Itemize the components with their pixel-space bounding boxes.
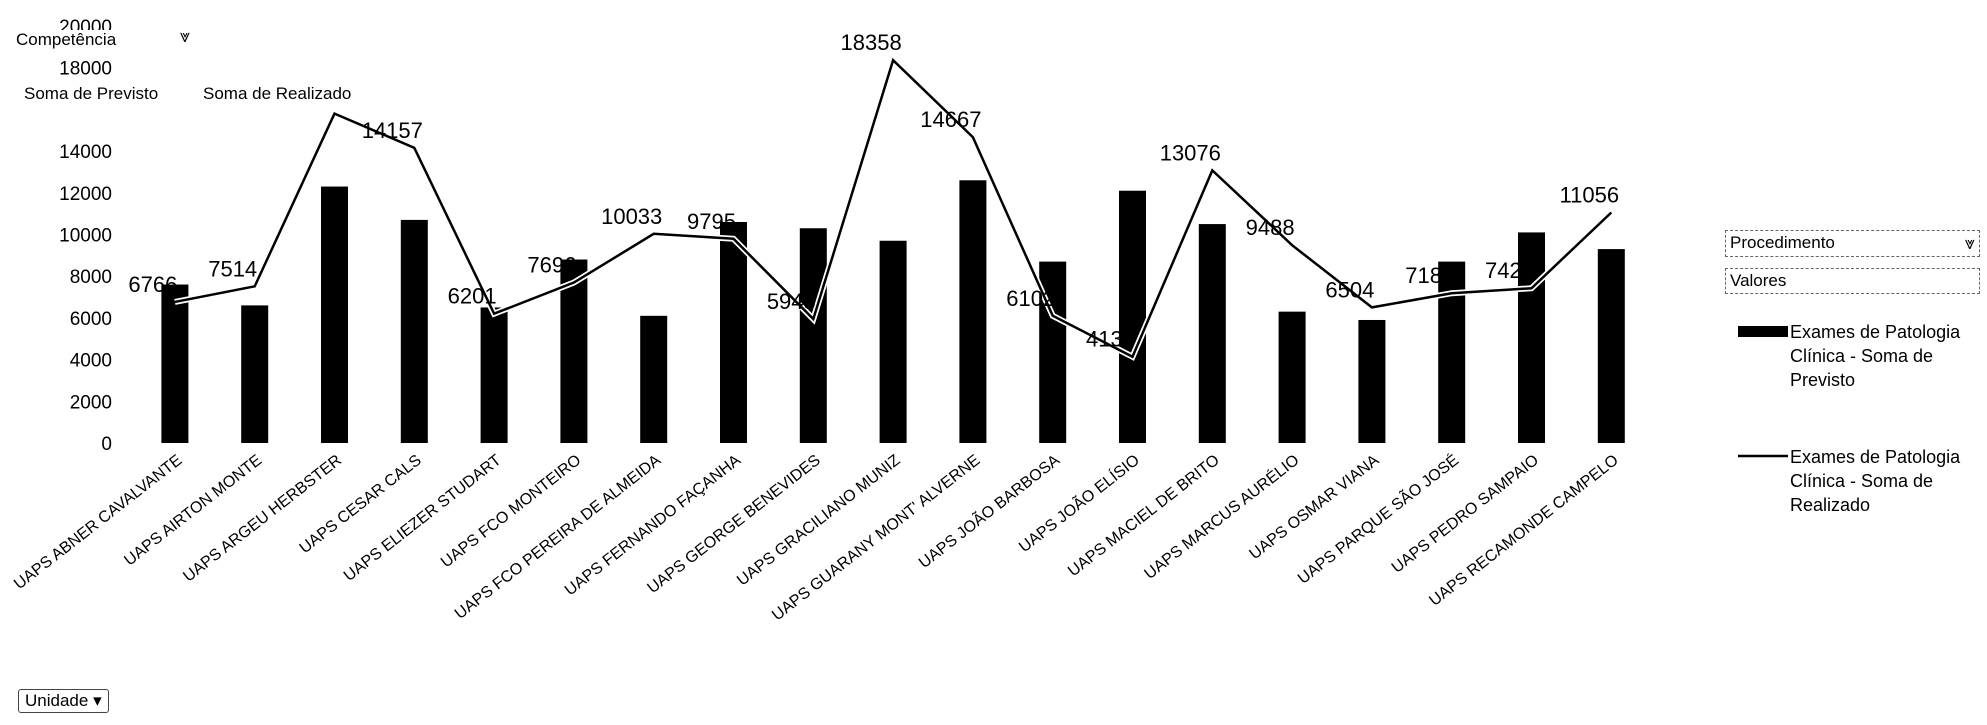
bar (161, 284, 189, 443)
data-label: 14157 (362, 118, 423, 143)
x-tick-label: UAPS PEDRO SAMPAIO (1389, 452, 1542, 577)
procedimento-filter-button[interactable]: Procedimento ⩔ (1725, 230, 1980, 257)
x-tick-label: UAPS FCO MONTEIRO (438, 452, 584, 572)
data-label: 5945 (767, 289, 816, 314)
bar (720, 221, 747, 443)
data-label: 7184 (1405, 263, 1454, 288)
data-label: 10033 (601, 204, 662, 229)
soma-realizado-field[interactable]: Soma de Realizado (203, 84, 351, 104)
x-tick-label: UAPS ELIEZER STUDART (341, 452, 505, 585)
x-tick-label: UAPS PARQUE SÃO JOSÉ (1293, 449, 1462, 587)
y-tick-label: 8000 (70, 267, 112, 288)
soma-previsto-field[interactable]: Soma de Previsto (24, 84, 158, 104)
legend-swatch-previsto (1738, 326, 1788, 337)
data-label: 7696 (527, 253, 576, 278)
soma-previsto-label: Soma de Previsto (24, 84, 159, 103)
data-label: 7423 (1485, 258, 1534, 283)
data-label: 6102 (1006, 286, 1055, 311)
x-tick-label: UAPS AIRTON MONTE (121, 452, 265, 570)
bar (799, 228, 827, 443)
bar (640, 315, 668, 443)
legend-entry-previsto: Exames de Patologia Clínica - Soma de Pr… (1790, 322, 1961, 390)
data-label: 4138 (1086, 327, 1135, 352)
y-tick-label: 4000 (70, 351, 112, 372)
x-tick-label: UAPS MARCUS AURÉLIO (1140, 450, 1302, 583)
series-line (174, 57, 1613, 359)
y-tick-label: 18000 (59, 59, 112, 80)
bar (1438, 261, 1466, 443)
unidade-label: Unidade (25, 691, 89, 710)
filter-icon: ⩔ (1964, 233, 1975, 253)
data-label: 18358 (841, 30, 902, 55)
y-tick-label: 2000 (70, 392, 112, 413)
legend-entry-realizado: Exames de Patologia Clínica - Soma de Re… (1790, 447, 1961, 515)
data-label: 13076 (1160, 140, 1221, 165)
data-label: 6504 (1325, 277, 1374, 302)
dropdown-arrow-icon: ▾ (93, 691, 102, 710)
x-tick-label: UAPS JOÃO BARBOSA (914, 449, 1063, 572)
bar (959, 180, 987, 444)
competencia-filter-button[interactable]: Competência (16, 30, 117, 50)
y-tick-label: 12000 (59, 184, 112, 205)
valores-field[interactable]: Valores (1725, 268, 1980, 294)
x-tick-label: UAPS ARGEU HERBSTER (180, 452, 345, 586)
bar (400, 219, 428, 443)
x-tick-label: UAPS ABNER CAVALVANTE (11, 452, 185, 593)
x-tick-label: UAPS MACIEL DE BRITO (1065, 452, 1223, 580)
bar (560, 259, 588, 443)
data-label: 6201 (448, 284, 497, 309)
bar (879, 240, 907, 443)
bar (1597, 249, 1625, 443)
data-label: 14667 (920, 107, 981, 132)
data-label: 11056 (1560, 182, 1620, 207)
y-tick-label: 14000 (59, 142, 112, 163)
bar (1198, 224, 1226, 443)
y-tick-label: 6000 (70, 309, 112, 330)
bar (480, 307, 508, 443)
x-tick-label: UAPS GRACILIANO MUNIZ (734, 452, 904, 590)
bar (1518, 232, 1545, 443)
soma-realizado-label: Soma de Realizado (203, 84, 352, 103)
bar (241, 305, 269, 443)
bar (1358, 319, 1386, 443)
bar (321, 186, 348, 444)
bar (1119, 190, 1146, 443)
y-tick-label: 0 (101, 434, 112, 455)
data-label: 9795 (687, 209, 736, 234)
y-tick-label: 10000 (59, 226, 112, 247)
bar (1278, 311, 1306, 443)
x-tick-label: UAPS OSMAR VIANA (1246, 452, 1382, 564)
filter-icon[interactable]: ⩔ (180, 26, 191, 46)
data-label: 9488 (1246, 215, 1295, 240)
data-label: 6766 (128, 272, 177, 297)
procedimento-label: Procedimento (1730, 233, 1835, 252)
data-label: 7514 (208, 256, 257, 281)
unidade-filter-button[interactable]: Unidade ▾ (18, 689, 109, 713)
competencia-label: Competência (16, 30, 117, 49)
valores-label: Valores (1730, 271, 1787, 290)
